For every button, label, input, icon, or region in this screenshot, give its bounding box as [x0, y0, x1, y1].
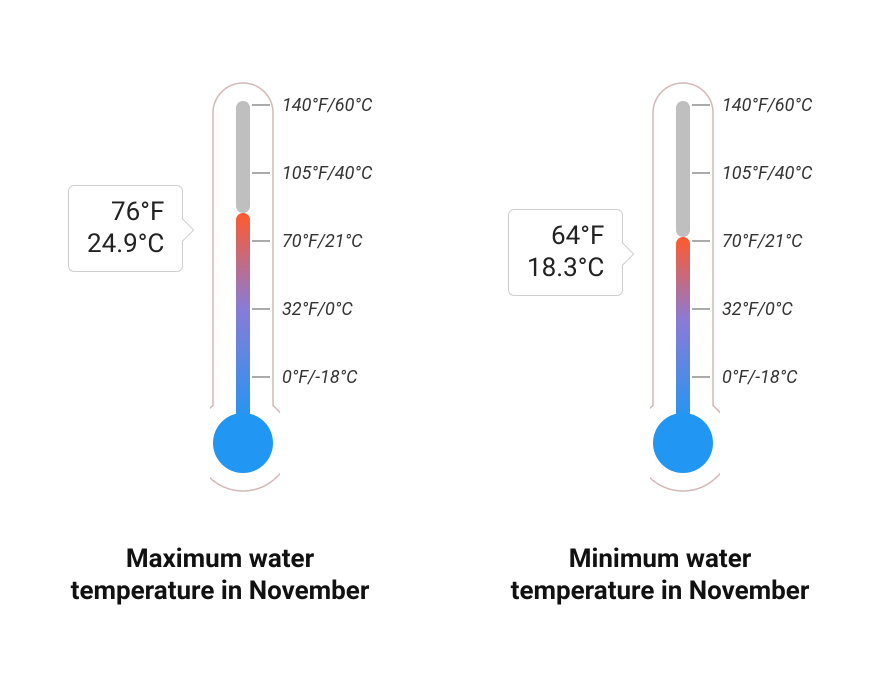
reading-callout: 64°F 18.3°C — [508, 209, 623, 296]
thermometer-graphic: 140°F/60°C105°F/40°C70°F/21°C32°F/0°C0°F… — [530, 73, 790, 513]
scale-label: 0°F/-18°C — [282, 367, 358, 388]
callout-pointer — [172, 218, 195, 241]
thermometer-svg — [650, 73, 720, 503]
scale-label: 32°F/0°C — [282, 299, 353, 320]
scale-label: 70°F/21°C — [722, 231, 803, 252]
reading-fahrenheit: 76°F — [87, 196, 164, 229]
scale-label: 140°F/60°C — [282, 95, 372, 116]
reading-celsius: 18.3°C — [527, 252, 604, 285]
scale-label: 32°F/0°C — [722, 299, 793, 320]
thermometer-panel-max: 140°F/60°C 105°F/40°C 70°F/21°C 32°F/0°C 0°F… — [30, 73, 410, 608]
thermometer-panel-min: 140°F/60°C 105°F/40°C 70°F/21°C 32°F/0°C 0°F… — [470, 73, 850, 608]
panel-caption: Minimum water temperature in November — [510, 543, 810, 608]
callout-pointer — [612, 242, 635, 265]
thermometer-graphic: 140°F/60°C105°F/40°C70°F/21°C32°F/0°C0°F… — [90, 73, 350, 513]
scale-label: 105°F/40°C — [722, 163, 812, 184]
scale-label: 0°F/-18°C — [722, 367, 798, 388]
panel-caption: Maximum water temperature in November — [70, 543, 370, 608]
reading-celsius: 24.9°C — [87, 228, 164, 261]
scale-label: 70°F/21°C — [282, 231, 363, 252]
reading-fahrenheit: 64°F — [527, 220, 604, 253]
reading-callout: 76°F 24.9°C — [68, 185, 183, 272]
thermometer-svg — [210, 73, 280, 503]
scale-label: 105°F/40°C — [282, 163, 372, 184]
scale-label: 140°F/60°C — [722, 95, 812, 116]
